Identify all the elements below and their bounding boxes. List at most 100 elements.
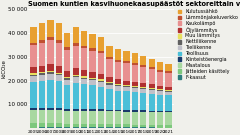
Bar	[149, 69, 155, 84]
Bar	[47, 64, 54, 71]
Bar	[149, 94, 155, 111]
Bar	[39, 127, 45, 128]
Bar	[81, 77, 87, 79]
Bar	[132, 87, 138, 88]
Bar	[72, 127, 79, 128]
Bar	[56, 81, 62, 108]
Bar	[64, 109, 70, 111]
Bar	[81, 124, 87, 127]
Bar	[106, 83, 113, 85]
Bar	[72, 68, 79, 75]
Bar	[81, 31, 87, 46]
Bar	[56, 110, 62, 123]
Text: Suomen kuntien kasvihuonekaasupäästöt sektoreittain vuosina 2005–2021: Suomen kuntien kasvihuonekaasupäästöt se…	[28, 1, 240, 7]
Bar	[106, 111, 113, 124]
Legend: Kulutussähkö, Lämmönjakeluverkko, Kaukolämpö, Öljylämmitys, Muu lämmitys, Nettil: Kulutussähkö, Lämmönjakeluverkko, Kaukol…	[178, 9, 238, 80]
Bar	[98, 51, 104, 53]
Bar	[123, 127, 130, 128]
Bar	[165, 111, 172, 112]
Bar	[90, 124, 96, 127]
Bar	[90, 79, 96, 80]
Bar	[132, 82, 138, 86]
Bar	[72, 45, 79, 68]
Bar	[72, 75, 79, 76]
Bar	[39, 81, 45, 108]
Bar	[30, 27, 37, 43]
Bar	[157, 95, 163, 111]
Bar	[56, 123, 62, 127]
Bar	[106, 85, 113, 89]
Bar	[149, 84, 155, 88]
Bar	[39, 40, 45, 43]
Bar	[123, 112, 130, 124]
Bar	[81, 127, 87, 128]
Bar	[47, 20, 54, 37]
Bar	[149, 125, 155, 127]
Bar	[98, 81, 104, 82]
Bar	[115, 49, 121, 60]
Bar	[123, 86, 130, 87]
Bar	[90, 111, 96, 124]
Bar	[64, 50, 70, 71]
Bar	[115, 79, 121, 84]
Bar	[140, 83, 146, 87]
Bar	[106, 57, 113, 59]
Bar	[47, 37, 54, 40]
Bar	[72, 111, 79, 124]
Bar	[81, 79, 87, 84]
Bar	[157, 90, 163, 91]
Bar	[47, 123, 54, 127]
Bar	[106, 127, 113, 128]
Bar	[64, 80, 70, 85]
Bar	[90, 127, 96, 128]
Bar	[165, 71, 172, 73]
Bar	[98, 37, 104, 51]
Bar	[98, 80, 104, 81]
Bar	[47, 74, 54, 80]
Bar	[149, 89, 155, 90]
Bar	[81, 70, 87, 76]
Bar	[140, 93, 146, 110]
Bar	[140, 88, 146, 89]
Bar	[123, 61, 130, 63]
Bar	[123, 85, 130, 86]
Bar	[149, 88, 155, 89]
Bar	[149, 67, 155, 69]
Bar	[140, 112, 146, 125]
Bar	[132, 125, 138, 127]
Bar	[98, 53, 104, 74]
Bar	[47, 127, 54, 128]
Bar	[157, 70, 163, 72]
Bar	[30, 75, 37, 76]
Bar	[106, 46, 113, 57]
Bar	[149, 59, 155, 67]
Bar	[140, 127, 146, 128]
Bar	[64, 127, 70, 128]
Bar	[90, 80, 96, 85]
Bar	[64, 124, 70, 127]
Bar	[30, 76, 37, 82]
Bar	[39, 110, 45, 123]
Bar	[165, 125, 172, 128]
Bar	[90, 85, 96, 109]
Bar	[157, 62, 163, 70]
Bar	[81, 46, 87, 48]
Bar	[165, 95, 172, 111]
Bar	[140, 56, 146, 65]
Bar	[81, 109, 87, 111]
Bar	[72, 76, 79, 77]
Bar	[47, 72, 54, 74]
Bar	[56, 127, 62, 128]
Bar	[149, 111, 155, 112]
Bar	[132, 53, 138, 63]
Bar	[81, 76, 87, 77]
Bar	[123, 51, 130, 61]
Bar	[64, 85, 70, 109]
Bar	[56, 43, 62, 66]
Bar	[39, 72, 45, 73]
Bar	[98, 111, 104, 124]
Bar	[106, 110, 113, 111]
Bar	[56, 75, 62, 81]
Bar	[72, 43, 79, 45]
Bar	[64, 77, 70, 78]
